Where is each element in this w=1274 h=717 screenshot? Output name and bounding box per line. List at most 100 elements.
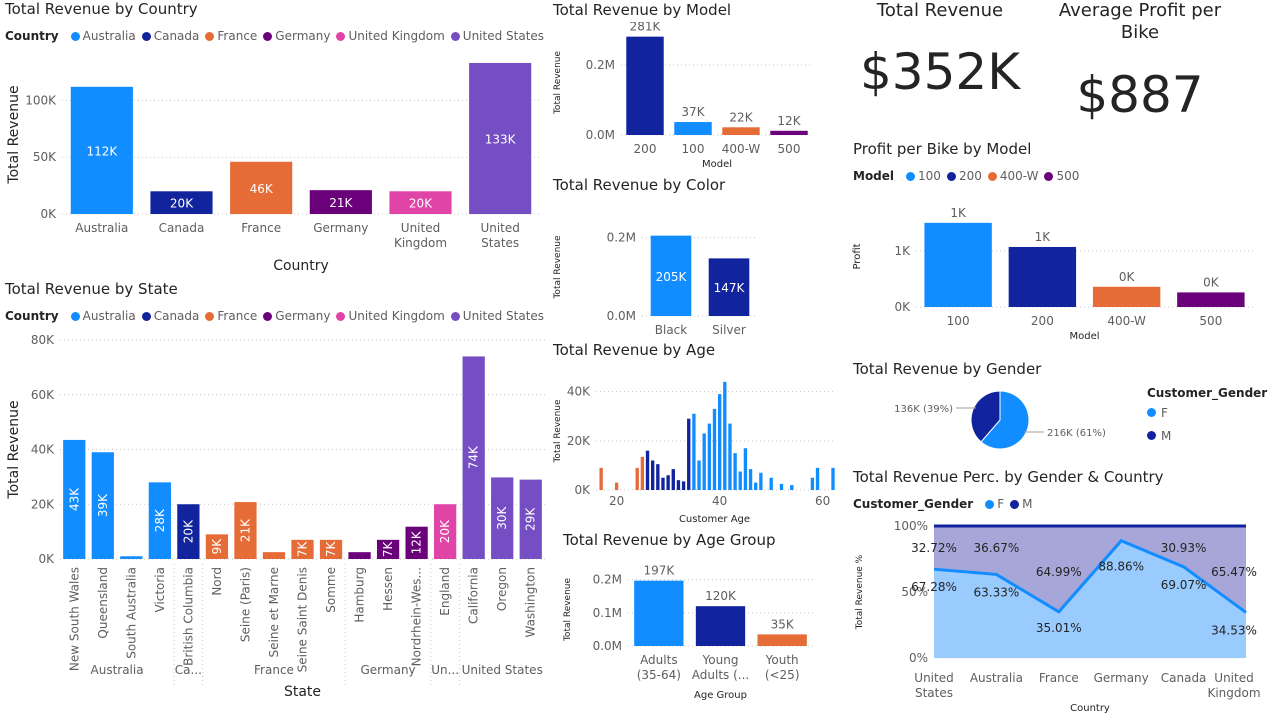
legend-item-400-w[interactable]: 400-W (982, 169, 1038, 183)
data-label: 147K (714, 281, 746, 295)
x-axis-label: State (284, 684, 321, 700)
legend-title: Country (5, 29, 59, 43)
x-tick-label: Victoria (153, 567, 167, 613)
bar-400-w (1092, 286, 1161, 307)
legend-item-australia[interactable]: Australia (65, 309, 136, 323)
legend-dot (1044, 172, 1054, 181)
legend-dot (946, 172, 956, 181)
bar-age-47 (754, 482, 758, 490)
legend-item-500[interactable]: 500 (1038, 169, 1079, 183)
x-tick-label: Seine et Marne (267, 567, 281, 657)
x-tick-label: Kingdom (394, 236, 447, 250)
legend-dot (263, 312, 273, 321)
group-label: Ca... (175, 663, 202, 677)
legend-title: Country (5, 309, 59, 323)
x-tick-label: Nord (210, 567, 224, 596)
y-axis-label: Total Revenue (563, 578, 573, 643)
bar-australia (70, 86, 133, 214)
y-axis-label: Total Revenue % (855, 554, 865, 630)
legend-item-germany[interactable]: Germany (257, 309, 330, 323)
perc-legend: Customer_Gender F M (853, 497, 1032, 511)
data-label: 197K (643, 564, 675, 578)
x-tick-label: United (401, 221, 440, 235)
x-tick-label: States (915, 686, 953, 700)
y-axis-label: Total Revenue (6, 400, 22, 499)
legend-title: Customer_Gender (853, 497, 974, 511)
data-label: 112K (86, 144, 118, 158)
kpi-total-revenue-title: Total Revenue (876, 0, 1004, 21)
y-tick-label: 0K (40, 207, 57, 221)
y-tick-label: 0K (894, 300, 911, 314)
x-tick-label: Nordrhein-Wes... (410, 567, 424, 666)
data-label: 12K (410, 530, 424, 554)
legend-item-united-states[interactable]: United States (445, 29, 544, 43)
bar-500 (1177, 292, 1245, 307)
gender-legend: Customer_Gender F M (1147, 386, 1267, 443)
state-legend: Country Australia Canada France Germany Unite… (5, 309, 544, 323)
data-label-m: 30.93% (1161, 541, 1207, 555)
state-chart-title: Total Revenue by State (5, 280, 178, 298)
data-label: 0K (1203, 275, 1220, 289)
x-tick-label: Oregon (495, 567, 509, 611)
area-m (934, 526, 1246, 613)
data-label-m: 65.47% (1211, 565, 1257, 579)
legend-item-f[interactable]: F (979, 497, 1004, 511)
y-tick-label: 1K (894, 244, 911, 258)
data-label: 20K (409, 197, 433, 211)
legend-item-france[interactable]: France (199, 29, 257, 43)
kpi-avg-profit: Average Profit per Bike $887 (1045, 0, 1235, 124)
legend-item-200[interactable]: 200 (941, 169, 982, 183)
bar-age-25 (640, 456, 645, 490)
gender-chart-title: Total Revenue by Gender (853, 360, 1042, 378)
legend-item-united-kingdom[interactable]: United Kingdom (330, 309, 445, 323)
y-axis-label: Total Revenue (553, 399, 563, 464)
y-axis-label: Total Revenue (553, 51, 563, 116)
gender-legend-item-m[interactable]: M (1147, 429, 1267, 443)
x-tick-label: 400-W (722, 142, 761, 156)
legend-item-united-states[interactable]: United States (445, 309, 544, 323)
bar-500 (770, 130, 808, 135)
bar-england (434, 504, 457, 559)
x-tick-label: Hessen (381, 567, 395, 611)
bar-united-states (469, 62, 532, 215)
x-tick-label: Young (702, 653, 739, 667)
x-tick-label: Kingdom (1207, 686, 1260, 700)
data-label: 7K (324, 541, 338, 558)
x-tick-label: 100 (682, 142, 705, 156)
legend-item-canada[interactable]: Canada (136, 29, 199, 43)
legend-label: France (217, 309, 258, 323)
x-tick-label: (<25) (765, 668, 800, 682)
profit-legend: Model 100 200 400-W 500 (853, 169, 1079, 183)
legend-item-united-kingdom[interactable]: United Kingdom (330, 29, 445, 43)
x-tick-label: New South Wales (67, 567, 81, 671)
legend-item-m[interactable]: M (1004, 497, 1032, 511)
x-tick-label: Germany (1094, 671, 1149, 685)
bar-germany (309, 190, 372, 214)
legend-item-germany[interactable]: Germany (257, 29, 330, 43)
legend-item-canada[interactable]: Canada (136, 309, 199, 323)
data-label: 43K (67, 487, 81, 511)
bar-age-37 (702, 433, 706, 490)
bar-age-62 (831, 467, 835, 490)
bar-seine-et-marne (262, 552, 286, 559)
gender-legend-item-f[interactable]: F (1147, 406, 1267, 420)
legend-item-france[interactable]: France (199, 309, 257, 323)
data-label: 21K (238, 518, 252, 542)
legend-label: 100 (918, 169, 941, 183)
model-bar-chart: 0.0M 0.2M 281K 200 37K 100 22K 400-W 12K 500 Total… (553, 22, 813, 170)
x-tick-label: England (438, 567, 452, 616)
data-label: 7K (296, 541, 310, 558)
legend-item-australia[interactable]: Australia (65, 29, 136, 43)
bar-seine-saint-denis (291, 539, 314, 559)
y-tick-label: 40K (567, 385, 591, 399)
gender-legend-title: Customer_Gender (1147, 386, 1268, 400)
perc-area-chart: 0% 50% 100% 67.28% 63.33% 35.01% 88.86% 69.07% 3… (855, 519, 1261, 714)
y-tick-label: 0K (38, 552, 55, 566)
bar-france (230, 161, 293, 214)
x-tick-label: Hamburg (353, 567, 367, 623)
group-label: Germany (361, 663, 416, 677)
x-axis-label: Model (1069, 331, 1099, 342)
data-label-f: 63.33% (974, 585, 1020, 599)
legend-item-100[interactable]: 100 (900, 169, 941, 183)
age-chart-title: Total Revenue by Age (553, 341, 716, 359)
